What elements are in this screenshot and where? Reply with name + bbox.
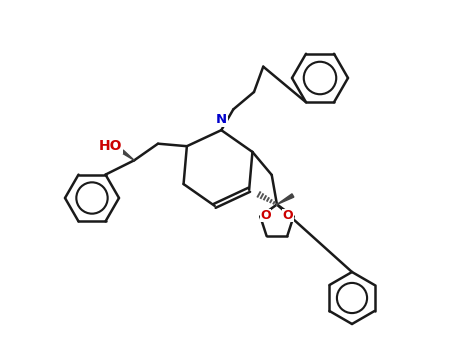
Polygon shape xyxy=(121,150,134,160)
Text: O: O xyxy=(260,209,271,222)
Text: N: N xyxy=(216,113,227,126)
Polygon shape xyxy=(277,194,294,204)
Text: O: O xyxy=(283,209,293,222)
Text: HO: HO xyxy=(98,139,122,153)
